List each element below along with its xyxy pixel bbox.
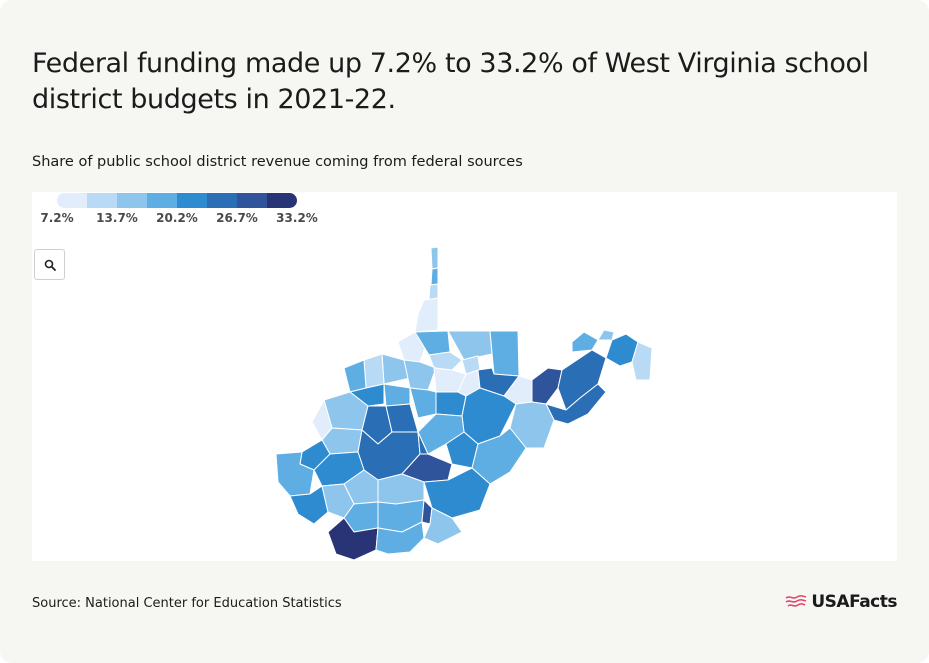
map-panel[interactable]: 7.2% 13.7% 20.2% 26.7% 33.2% [32, 192, 897, 561]
legend-swatch [87, 193, 117, 208]
legend-swatch [207, 193, 237, 208]
legend-tick: 26.7% [216, 211, 258, 225]
zoom-button[interactable] [34, 249, 65, 280]
county-hancock [430, 246, 439, 270]
legend-tick: 13.7% [96, 211, 138, 225]
county-brooke [430, 267, 439, 286]
county-ritchie [383, 383, 411, 407]
county-upshur [435, 391, 467, 417]
legend-tick: 33.2% [276, 211, 318, 225]
legend-swatch [57, 193, 87, 208]
logo-text: USAFacts [811, 592, 897, 612]
search-icon [44, 259, 56, 271]
legend-swatch [147, 193, 177, 208]
county-lewis [409, 387, 437, 419]
county-gilmer [385, 403, 419, 433]
legend-tick: 7.2% [40, 211, 74, 225]
west-virginia-map[interactable] [32, 192, 897, 561]
source-note: Source: National Center for Education St… [32, 596, 342, 611]
page-title: Federal funding made up 7.2% to 33.2% of… [32, 48, 869, 115]
legend-swatch [237, 193, 267, 208]
county-wayne [275, 451, 315, 497]
county-wood [343, 359, 367, 393]
county-marion [428, 351, 463, 371]
county-mercer [375, 521, 425, 555]
county-ohio [428, 283, 439, 301]
legend-swatch [267, 193, 297, 208]
legend-color-bar [57, 193, 297, 208]
usafacts-logo[interactable]: USAFacts [785, 592, 897, 612]
legend-swatch [117, 193, 147, 208]
flag-icon [785, 595, 807, 607]
county-mineral [531, 367, 563, 405]
county-pleasants [363, 353, 385, 389]
county-jefferson [631, 341, 653, 381]
county-marshall [414, 297, 439, 333]
legend-swatch [177, 193, 207, 208]
county-morgan [571, 331, 599, 353]
county-doddridge [403, 359, 437, 391]
county-hardy [545, 383, 607, 425]
county-garrett-side [489, 330, 520, 377]
county-eastern-tip [597, 329, 615, 341]
chart-subtitle: Share of public school district revenue … [32, 154, 523, 170]
legend-tick: 20.2% [156, 211, 198, 225]
